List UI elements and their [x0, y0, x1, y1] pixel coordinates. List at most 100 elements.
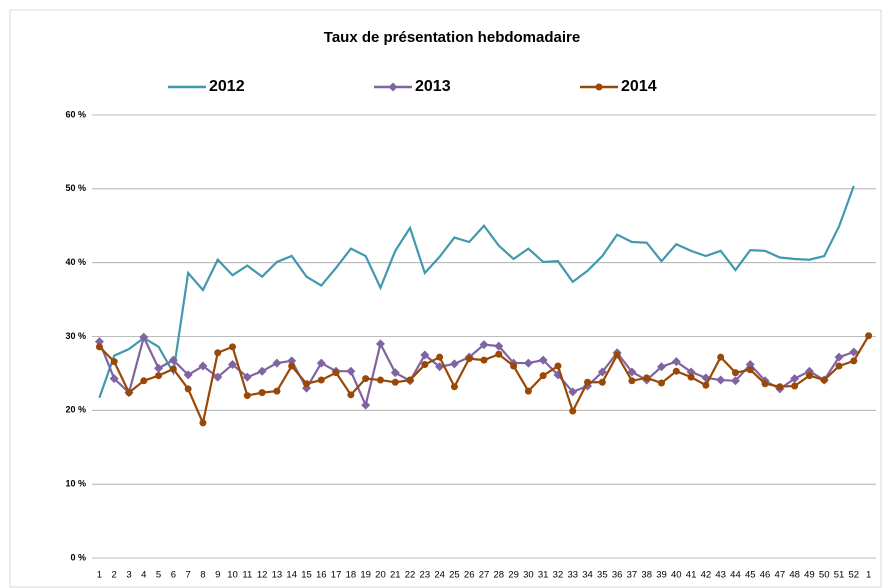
point-marker — [761, 380, 769, 388]
point-marker — [228, 360, 238, 370]
x-tick-label: 28 — [494, 570, 505, 581]
x-tick-label: 16 — [316, 570, 327, 581]
point-marker — [480, 356, 488, 364]
x-tick-label: 20 — [375, 570, 386, 581]
point-marker — [390, 368, 400, 378]
point-marker — [702, 381, 710, 389]
point-marker — [199, 419, 207, 427]
point-marker — [346, 366, 356, 376]
x-tick-label: 35 — [597, 570, 608, 581]
point-marker — [169, 365, 177, 373]
point-marker — [258, 389, 266, 397]
point-marker — [554, 362, 562, 370]
point-marker — [332, 369, 340, 377]
point-marker — [272, 358, 282, 368]
x-tick-label: 51 — [834, 570, 845, 581]
point-marker — [140, 377, 148, 385]
point-marker — [850, 357, 858, 365]
point-marker — [155, 372, 163, 380]
x-tick-label: 14 — [286, 570, 297, 581]
point-marker — [805, 372, 813, 380]
point-marker — [436, 353, 444, 361]
x-tick-label: 3 — [126, 570, 131, 581]
x-tick-label: 52 — [849, 570, 860, 581]
x-tick-label: 5 — [156, 570, 161, 581]
y-tick-label: 60 % — [65, 109, 86, 119]
point-marker — [730, 376, 740, 386]
legend-marker — [595, 83, 603, 91]
x-tick-label: 7 — [186, 570, 191, 581]
y-tick-label: 20 % — [65, 405, 86, 415]
x-tick-label: 15 — [301, 570, 312, 581]
point-marker — [109, 374, 119, 384]
point-marker — [671, 357, 681, 367]
x-tick-label: 13 — [272, 570, 283, 581]
x-tick-label: 23 — [420, 570, 431, 581]
point-marker — [273, 387, 281, 395]
point-marker — [717, 353, 725, 361]
point-marker — [628, 377, 636, 385]
point-marker — [776, 383, 784, 391]
x-tick-label: 46 — [760, 570, 771, 581]
point-marker — [791, 382, 799, 390]
x-tick-label: 32 — [553, 570, 564, 581]
point-marker — [686, 367, 696, 377]
point-marker — [672, 367, 680, 375]
x-tick-label: 19 — [360, 570, 371, 581]
x-tick-label: 49 — [804, 570, 815, 581]
x-tick-label: 6 — [171, 570, 176, 581]
point-marker — [835, 362, 843, 370]
point-marker — [139, 332, 149, 342]
point-marker — [362, 375, 370, 383]
x-tick-label: 1 — [866, 570, 871, 581]
x-tick-label: 34 — [582, 570, 593, 581]
point-marker — [584, 378, 592, 386]
point-marker — [820, 376, 828, 384]
point-marker — [243, 392, 251, 400]
x-tick-label: 33 — [567, 570, 578, 581]
point-marker — [183, 370, 193, 380]
point-marker — [495, 350, 503, 358]
point-marker — [524, 387, 532, 395]
x-tick-label: 42 — [701, 570, 712, 581]
point-marker — [184, 385, 192, 393]
point-marker — [450, 383, 458, 391]
y-tick-label: 40 % — [65, 257, 86, 267]
x-tick-label: 50 — [819, 570, 830, 581]
point-marker — [569, 407, 577, 415]
point-marker — [658, 379, 666, 387]
y-tick-label: 30 % — [65, 331, 86, 341]
x-tick-label: 1 — [97, 570, 102, 581]
chart-title: Taux de présentation hebdomadaire — [324, 29, 580, 46]
x-tick-label: 44 — [730, 570, 741, 581]
x-tick-label: 40 — [671, 570, 682, 581]
x-tick-label: 25 — [449, 570, 460, 581]
x-tick-label: 29 — [508, 570, 519, 581]
point-marker — [214, 349, 222, 357]
point-marker — [229, 343, 237, 351]
point-marker — [421, 361, 429, 369]
x-tick-label: 38 — [641, 570, 652, 581]
chart-frame — [9, 9, 882, 588]
x-tick-label: 2 — [112, 570, 117, 581]
point-marker — [790, 374, 800, 384]
point-marker — [465, 355, 473, 363]
x-tick-label: 31 — [538, 570, 549, 581]
x-tick-label: 45 — [745, 570, 756, 581]
point-marker — [510, 362, 518, 370]
x-tick-label: 11 — [242, 570, 252, 581]
point-marker — [391, 378, 399, 386]
point-marker — [213, 372, 223, 382]
point-marker — [257, 366, 267, 376]
point-marker — [242, 372, 252, 382]
point-marker — [613, 351, 621, 359]
legend-label: 2014 — [621, 78, 657, 95]
point-marker — [479, 340, 489, 350]
y-tick-label: 0 % — [70, 552, 86, 562]
x-tick-label: 43 — [715, 570, 726, 581]
point-marker — [746, 366, 754, 374]
series-line — [98, 185, 855, 399]
point-marker — [598, 378, 606, 386]
point-marker — [168, 355, 178, 365]
